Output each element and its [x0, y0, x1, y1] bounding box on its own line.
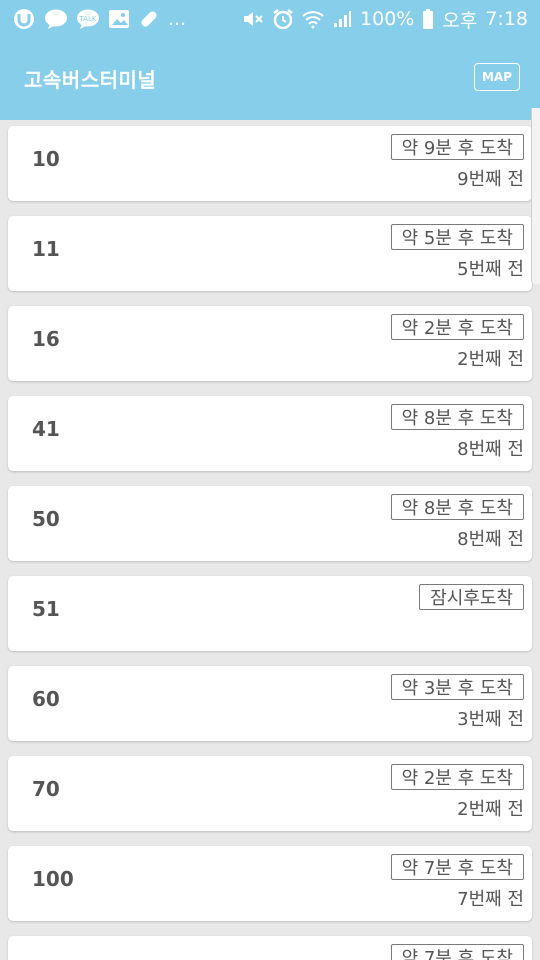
arrival-time-badge: 약 8분 후 도착 — [390, 404, 524, 430]
app-bar: 고속버스터미널 MAP — [0, 38, 540, 120]
route-number: 41 — [32, 417, 60, 441]
scrollbar[interactable] — [531, 108, 540, 284]
mute-icon — [242, 9, 264, 29]
stops-remaining: 7번째 전 — [457, 889, 524, 910]
clock-ampm: 오후 — [442, 9, 478, 32]
stops-remaining: 3번째 전 — [457, 709, 524, 730]
map-button[interactable]: MAP — [474, 63, 520, 91]
arrival-list[interactable]: 10 약 9분 후 도착 9번째 전 11 약 5분 후 도착 5번째 전 16… — [0, 120, 540, 960]
route-number: 11 — [32, 237, 60, 261]
arrival-time-badge: 약 2분 후 도착 — [390, 764, 524, 790]
route-number: 100 — [32, 867, 74, 891]
list-item[interactable]: 60 약 3분 후 도착 3번째 전 — [8, 666, 532, 741]
svg-text:TALK: TALK — [78, 15, 96, 23]
system-icons: 100% 오후 7:18 — [242, 6, 528, 33]
arrival-time-badge: 약 3분 후 도착 — [390, 674, 524, 700]
list-item[interactable]: 41 약 8분 후 도착 8번째 전 — [8, 396, 532, 471]
route-number: 51 — [32, 597, 60, 621]
stops-remaining: 5번째 전 — [457, 259, 524, 280]
stops-remaining: 9번째 전 — [457, 169, 524, 190]
list-item[interactable]: 51 잠시후도착 — [8, 576, 532, 651]
list-item[interactable]: 10 약 9분 후 도착 9번째 전 — [8, 126, 532, 201]
battery-percent: 100% — [360, 8, 415, 30]
more-notifications: ... — [168, 8, 187, 30]
arrival-time-badge: 약 2분 후 도착 — [390, 314, 524, 340]
clock-time: 7:18 — [485, 8, 528, 30]
route-number: 16 — [32, 327, 60, 351]
list-item[interactable]: 70 약 2분 후 도착 2번째 전 — [8, 756, 532, 831]
notification-icons: TALK ... — [12, 8, 186, 30]
page-title: 고속버스터미널 — [24, 68, 157, 92]
wifi-icon — [302, 9, 324, 29]
arrival-time-badge: 약 9분 후 도착 — [390, 134, 524, 160]
stops-remaining: 2번째 전 — [457, 799, 524, 820]
route-number: 50 — [32, 507, 60, 531]
route-number: 60 — [32, 687, 60, 711]
list-item[interactable]: 11 약 5분 후 도착 5번째 전 — [8, 216, 532, 291]
stops-remaining: 8번째 전 — [457, 439, 524, 460]
arrival-time-badge: 약 8분 후 도착 — [390, 494, 524, 520]
arrival-time-badge: 약 5분 후 도착 — [390, 224, 524, 250]
stops-remaining: 2번째 전 — [457, 349, 524, 370]
list-item[interactable]: 16 약 2분 후 도착 2번째 전 — [8, 306, 532, 381]
pill-icon — [138, 8, 160, 30]
battery-icon — [422, 9, 434, 29]
arrival-time-badge: 약 7분 후 도착 — [390, 854, 524, 880]
route-number: 70 — [32, 777, 60, 801]
alarm-icon — [272, 8, 294, 30]
arrival-time-badge: 약 7분 후 도착 — [390, 944, 524, 960]
arrival-time-badge: 잠시후도착 — [419, 584, 524, 610]
list-item[interactable]: 약 7분 후 도착 — [8, 936, 532, 960]
signal-icon — [332, 9, 352, 29]
stops-remaining: 8번째 전 — [457, 529, 524, 550]
list-item[interactable]: 100 약 7분 후 도착 7번째 전 — [8, 846, 532, 921]
kakaotalk-talk-icon: TALK — [76, 8, 100, 30]
route-number: 10 — [32, 147, 60, 171]
list-item[interactable]: 50 약 8분 후 도착 8번째 전 — [8, 486, 532, 561]
u-plus-icon — [12, 8, 36, 30]
image-icon — [108, 9, 130, 29]
status-bar: TALK ... 100% 오후 7:18 — [0, 0, 540, 38]
kakaotalk-icon — [44, 8, 68, 30]
